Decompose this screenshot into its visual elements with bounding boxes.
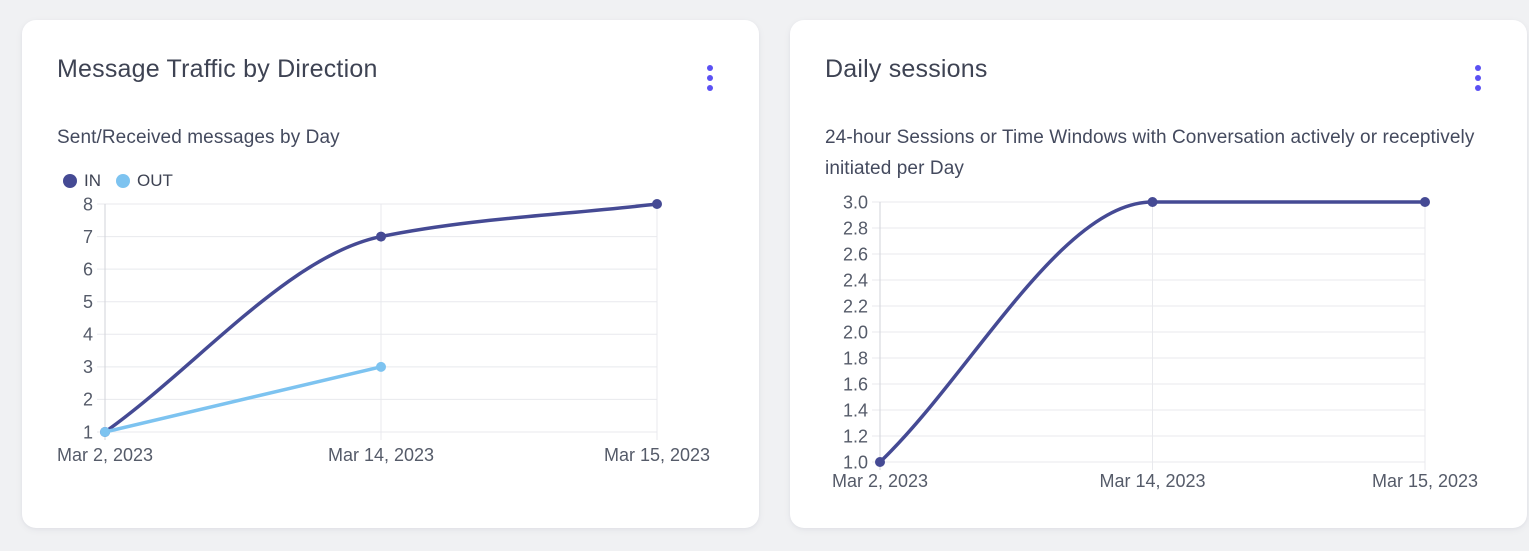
svg-text:2: 2 bbox=[83, 390, 93, 410]
card-subtitle-daily-sessions: 24-hour Sessions or Time Windows with Co… bbox=[825, 127, 1475, 179]
svg-text:1.4: 1.4 bbox=[843, 400, 868, 420]
legend-label: IN bbox=[84, 171, 101, 190]
legend-item-in[interactable]: IN bbox=[63, 171, 101, 191]
svg-text:2.6: 2.6 bbox=[843, 244, 868, 264]
card-title-message-traffic: Message Traffic by Direction bbox=[57, 55, 378, 83]
card-message-traffic: Message Traffic by Direction Sent/Receiv… bbox=[22, 20, 759, 528]
kebab-menu-button[interactable] bbox=[1467, 59, 1489, 97]
legend-item-out[interactable]: OUT bbox=[116, 171, 173, 191]
daily-sessions-chart[interactable]: 1.0 1.2 1.4 1.6 1.8 2.0 2.2 2.4 2.6 2.8 3.0 Mar 2, … bbox=[825, 192, 1489, 500]
kebab-vertical-icon bbox=[707, 65, 713, 91]
legend-dot-icon bbox=[63, 174, 77, 188]
message-traffic-chart[interactable]: 1 2 3 4 5 6 7 8 Mar 2, 2023 Mar 14, 2023 Mar 15, 2… bbox=[57, 194, 721, 477]
svg-text:1.2: 1.2 bbox=[843, 426, 868, 446]
card-title-daily-sessions: Daily sessions bbox=[825, 55, 988, 83]
svg-text:1: 1 bbox=[83, 422, 93, 442]
svg-text:2.4: 2.4 bbox=[843, 270, 868, 290]
svg-text:2.0: 2.0 bbox=[843, 322, 868, 342]
chart-legend: IN OUT bbox=[63, 170, 721, 192]
svg-text:Mar 14, 2023: Mar 14, 2023 bbox=[1099, 471, 1205, 491]
card-header: Daily sessions bbox=[825, 53, 1489, 97]
card-header: Message Traffic by Direction bbox=[57, 53, 721, 97]
svg-text:Mar 15, 2023: Mar 15, 2023 bbox=[604, 445, 710, 465]
svg-text:4: 4 bbox=[83, 325, 93, 345]
kebab-menu-button[interactable] bbox=[699, 59, 721, 97]
svg-text:Mar 14, 2023: Mar 14, 2023 bbox=[328, 445, 434, 465]
legend-label: OUT bbox=[137, 171, 173, 190]
svg-text:6: 6 bbox=[83, 259, 93, 279]
card-daily-sessions: Daily sessions 24-hour Sessions or Time … bbox=[790, 20, 1527, 528]
card-subtitle-message-traffic: Sent/Received messages by Day bbox=[57, 127, 340, 148]
svg-text:1.0: 1.0 bbox=[843, 452, 868, 472]
svg-text:Mar 2, 2023: Mar 2, 2023 bbox=[57, 445, 153, 465]
legend-dot-icon bbox=[116, 174, 130, 188]
svg-text:2.8: 2.8 bbox=[843, 218, 868, 238]
svg-text:3: 3 bbox=[83, 357, 93, 377]
svg-text:3.0: 3.0 bbox=[843, 192, 868, 212]
svg-text:5: 5 bbox=[83, 292, 93, 312]
svg-text:Mar 15, 2023: Mar 15, 2023 bbox=[1372, 471, 1478, 491]
svg-text:1.6: 1.6 bbox=[843, 374, 868, 394]
svg-text:1.8: 1.8 bbox=[843, 348, 868, 368]
svg-text:Mar 2, 2023: Mar 2, 2023 bbox=[832, 471, 928, 491]
svg-text:2.2: 2.2 bbox=[843, 296, 868, 316]
kebab-vertical-icon bbox=[1475, 65, 1481, 91]
svg-text:7: 7 bbox=[83, 227, 93, 247]
svg-text:8: 8 bbox=[83, 194, 93, 214]
